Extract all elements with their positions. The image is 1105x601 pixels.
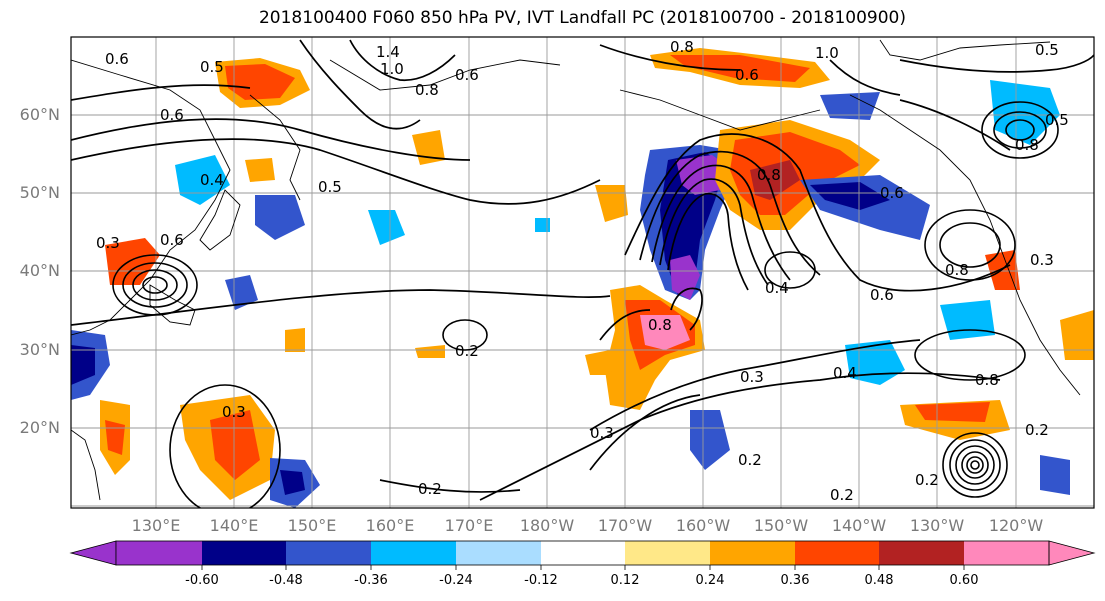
contour-label: 0.5	[200, 58, 224, 76]
colorbar-tick-label: 0.36	[780, 573, 810, 588]
colorbar-tick-label: 0.12	[610, 573, 640, 588]
colorbar-bin	[371, 541, 456, 565]
graticule	[71, 37, 1094, 508]
contour-label: 0.3	[740, 368, 764, 386]
contour-label: 0.4	[833, 364, 857, 382]
contour-label: 0.8	[945, 261, 969, 279]
lon-label: 130°W	[909, 516, 965, 535]
lon-label: 140°W	[831, 516, 887, 535]
lon-label: 120°W	[988, 516, 1044, 535]
colorbar	[69, 540, 1096, 570]
contour-label: 1.0	[815, 44, 839, 62]
lon-label: 170°E	[444, 516, 494, 535]
colorbar-bin	[795, 541, 879, 565]
lon-label: 130°E	[131, 516, 181, 535]
lon-label: 160°W	[675, 516, 731, 535]
contour-label-group: 0.6 0.5 1.4 1.0 0.8 0.6 0.8 1.0 0.5 0.6 …	[96, 38, 1069, 504]
contour-label: 0.8	[670, 38, 694, 56]
contour-label: 0.6	[160, 106, 184, 124]
colorbar-bin	[116, 541, 202, 565]
colorbar-bin	[710, 541, 795, 565]
contour-label: 0.3	[590, 424, 614, 442]
colorbar-tick-label: -0.12	[524, 573, 558, 588]
lat-label: 40°N	[19, 261, 60, 280]
lat-label: 50°N	[19, 183, 60, 202]
lon-label: 180°W	[519, 516, 575, 535]
colorbar-bin	[964, 541, 1049, 565]
contour-label: 0.8	[1015, 136, 1039, 154]
lon-label: 140°E	[209, 516, 259, 535]
colorbar-over-arrow	[1048, 540, 1096, 566]
pv-shading	[71, 48, 1094, 508]
lon-label: 170°W	[597, 516, 653, 535]
contour-label: 0.2	[830, 486, 854, 504]
colorbar-tick-label: 0.24	[695, 573, 725, 588]
colorbar-bin	[625, 541, 710, 565]
contour-label: 0.6	[880, 184, 904, 202]
lat-label: 20°N	[19, 418, 60, 437]
contour-label: 0.5	[1045, 111, 1069, 129]
colorbar-tick-label: -0.24	[439, 573, 473, 588]
lon-label: 160°E	[365, 516, 415, 535]
lon-label: 150°E	[287, 516, 337, 535]
contour-label: 0.3	[96, 234, 120, 252]
contour-label: 0.4	[200, 171, 224, 189]
contour-label: 0.6	[160, 231, 184, 249]
colorbar-bin	[456, 541, 541, 565]
colorbar-bin	[286, 541, 371, 565]
lat-label: 30°N	[19, 340, 60, 359]
contour-label: 0.6	[735, 66, 759, 84]
map-area: 0.6 0.5 1.4 1.0 0.8 0.6 0.8 1.0 0.5 0.6 …	[71, 37, 1094, 508]
contour-label: 0.6	[455, 66, 479, 84]
colorbar-tick-label: -0.36	[354, 573, 388, 588]
contour-label: 0.3	[1030, 251, 1054, 269]
contour-label: 1.0	[380, 60, 404, 78]
colorbar-tick-label: 0.60	[949, 573, 979, 588]
map-frame	[70, 36, 1095, 509]
colorbar-tick-label: -0.60	[185, 573, 219, 588]
contour-label: 0.8	[757, 166, 781, 184]
contour-label: 1.4	[376, 43, 400, 61]
contour-label: 0.6	[105, 50, 129, 68]
colorbar-tick-label: 0.48	[864, 573, 894, 588]
contour-label: 0.4	[765, 279, 789, 297]
lon-label: 150°W	[753, 516, 809, 535]
colorbar-bin	[202, 541, 286, 565]
contour-label: 0.2	[1025, 421, 1049, 439]
map-title: 2018100400 F060 850 hPa PV, IVT Landfall…	[258, 8, 906, 28]
lat-label: 60°N	[19, 105, 60, 124]
coastlines	[71, 39, 1081, 501]
contour-label: 0.5	[1035, 41, 1059, 59]
closed-contours	[112, 101, 1059, 508]
contour-label: 0.2	[418, 480, 442, 498]
contour-label: 0.8	[975, 371, 999, 389]
colorbar-bin	[879, 541, 964, 565]
contour-label: 0.5	[318, 178, 342, 196]
colorbar-bin	[541, 541, 625, 565]
contour-label: 0.2	[738, 451, 762, 469]
colorbar-tick-label: -0.48	[269, 573, 303, 588]
contour-label: 0.8	[415, 81, 439, 99]
contour-label: 0.2	[915, 471, 939, 489]
contour-label: 0.6	[870, 286, 894, 304]
contour-label: 0.3	[222, 403, 246, 421]
contour-label: 0.8	[648, 316, 672, 334]
colorbar-under-arrow	[69, 540, 117, 566]
contour-label: 0.2	[455, 342, 479, 360]
